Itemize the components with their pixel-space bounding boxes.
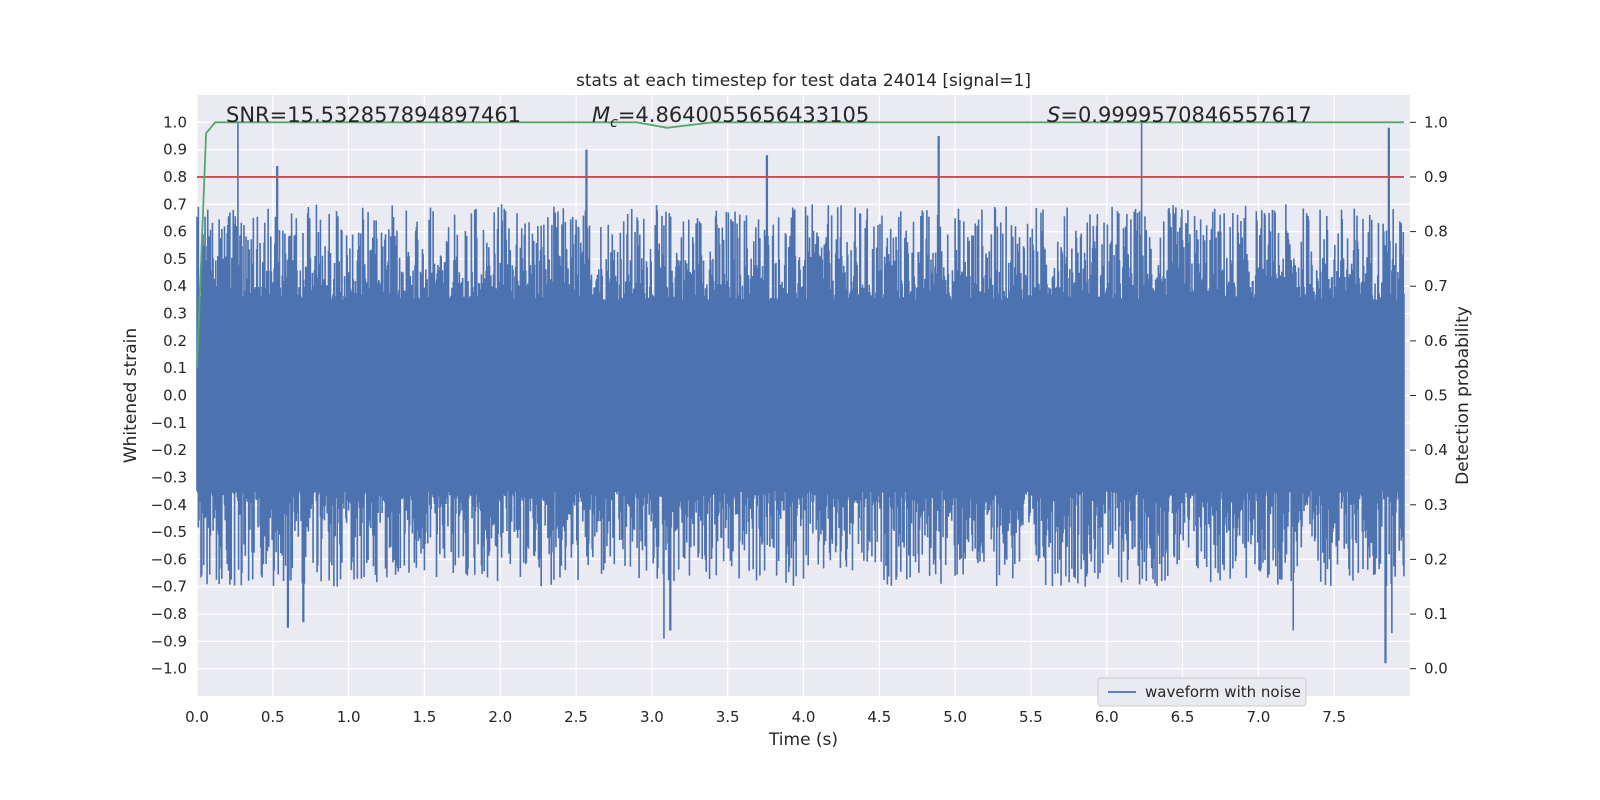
y-tick-label: −0.3 <box>151 468 187 486</box>
x-axis-ticks: 0.0 0.5 1.0 1.5 2.0 2.5 3.0 3.5 4.0 4.5 5.0 5.5 6.0 6… <box>185 708 1346 726</box>
x-tick-label: 2.0 <box>488 708 512 726</box>
legend: waveform with noise <box>1097 677 1307 707</box>
y2-tick-label: 0.1 <box>1424 605 1448 623</box>
y-tick-label: −0.5 <box>151 523 187 541</box>
mc-symbol: M <box>592 103 610 127</box>
x-tick-label: 3.0 <box>640 708 664 726</box>
y-tick-label: 0.8 <box>163 168 187 186</box>
x-tick-label: 7.5 <box>1322 708 1346 726</box>
probability-series <box>196 121 1404 369</box>
y2-tick-label: 0.8 <box>1424 223 1448 241</box>
y-tick-label: 0.0 <box>163 387 187 405</box>
y2-tick-label: 0.0 <box>1424 660 1448 678</box>
y-tick-label: 0.6 <box>163 223 187 241</box>
y2-tick-label: 1.0 <box>1424 113 1448 131</box>
y-tick-label: −0.8 <box>151 605 187 623</box>
x-tick-label: 4.5 <box>867 708 891 726</box>
y-tick-label: 1.0 <box>163 113 187 131</box>
x-axis-label: Time (s) <box>768 730 838 750</box>
y-tick-label: 0.7 <box>163 195 187 213</box>
x-tick-label: 5.0 <box>943 708 967 726</box>
y2-tick-label: 0.3 <box>1424 496 1448 514</box>
s-symbol: S <box>1047 103 1060 127</box>
x-tick-label: 6.0 <box>1095 708 1119 726</box>
y2-axis-label: Detection probability <box>1453 306 1473 485</box>
x-tick-label: 1.0 <box>337 708 361 726</box>
y-tick-label: −1.0 <box>151 660 187 678</box>
y2-tick-label: 0.9 <box>1424 168 1448 186</box>
y2-tick-label: 0.2 <box>1424 550 1448 568</box>
waveform-series <box>196 122 1405 664</box>
y-tick-label: 0.9 <box>163 141 187 159</box>
y-tick-label: −0.9 <box>151 632 187 650</box>
detection-probability-line <box>196 121 1404 369</box>
y-tick-label: −0.6 <box>151 550 187 568</box>
x-tick-label: 0.5 <box>261 708 285 726</box>
y2-tick-label: 0.5 <box>1424 387 1448 405</box>
x-tick-label: 2.5 <box>564 708 588 726</box>
y-tick-label: −0.1 <box>151 414 187 432</box>
y-axis-label: Whitened strain <box>121 328 141 463</box>
s-annotation: S=0.9999570846557617 <box>1047 103 1312 127</box>
x-tick-label: 4.0 <box>792 708 816 726</box>
y-tick-label: 0.1 <box>163 359 187 377</box>
x-tick-label: 5.5 <box>1019 708 1043 726</box>
chirp-mass-annotation: Mc=4.8640055656433105 <box>592 103 869 131</box>
y2-tick-label: 0.6 <box>1424 332 1448 350</box>
chart-title: stats at each timestep for test data 240… <box>576 71 1031 91</box>
snr-annotation: SNR=15.532857894897461 <box>226 103 521 127</box>
x-tick-label: 1.5 <box>413 708 437 726</box>
waveform-core <box>197 340 1404 451</box>
y-tick-label: −0.7 <box>151 578 187 596</box>
y2-axis-ticks: 0.0 0.1 0.2 0.3 0.4 0.5 0.6 0.7 0.8 0.9 1.0 <box>1410 113 1448 678</box>
legend-entry-waveform: waveform with noise <box>1145 683 1301 701</box>
legend-box <box>1097 677 1307 707</box>
y2-tick-label: 0.4 <box>1424 441 1448 459</box>
x-tick-label: 3.5 <box>716 708 740 726</box>
x-tick-label: 7.0 <box>1246 708 1270 726</box>
y-tick-label: −0.4 <box>151 496 187 514</box>
y-axis-ticks: −1.0 −0.9 −0.8 −0.7 −0.6 −0.5 −0.4 −0.3 −0.2 −0.1… <box>151 113 187 677</box>
mc-value: =4.8640055656433105 <box>618 103 869 127</box>
y-tick-label: 0.2 <box>163 332 187 350</box>
y-tick-label: 0.4 <box>163 277 187 295</box>
x-tick-label: 0.0 <box>185 708 209 726</box>
x-tick-label: 6.5 <box>1171 708 1195 726</box>
y-tick-label: −0.2 <box>151 441 187 459</box>
y-tick-label: 0.3 <box>163 305 187 323</box>
y-tick-label: 0.5 <box>163 250 187 268</box>
y2-tick-label: 0.7 <box>1424 277 1448 295</box>
mc-subscript: c <box>610 115 618 131</box>
s-value: =0.9999570846557617 <box>1060 103 1311 127</box>
